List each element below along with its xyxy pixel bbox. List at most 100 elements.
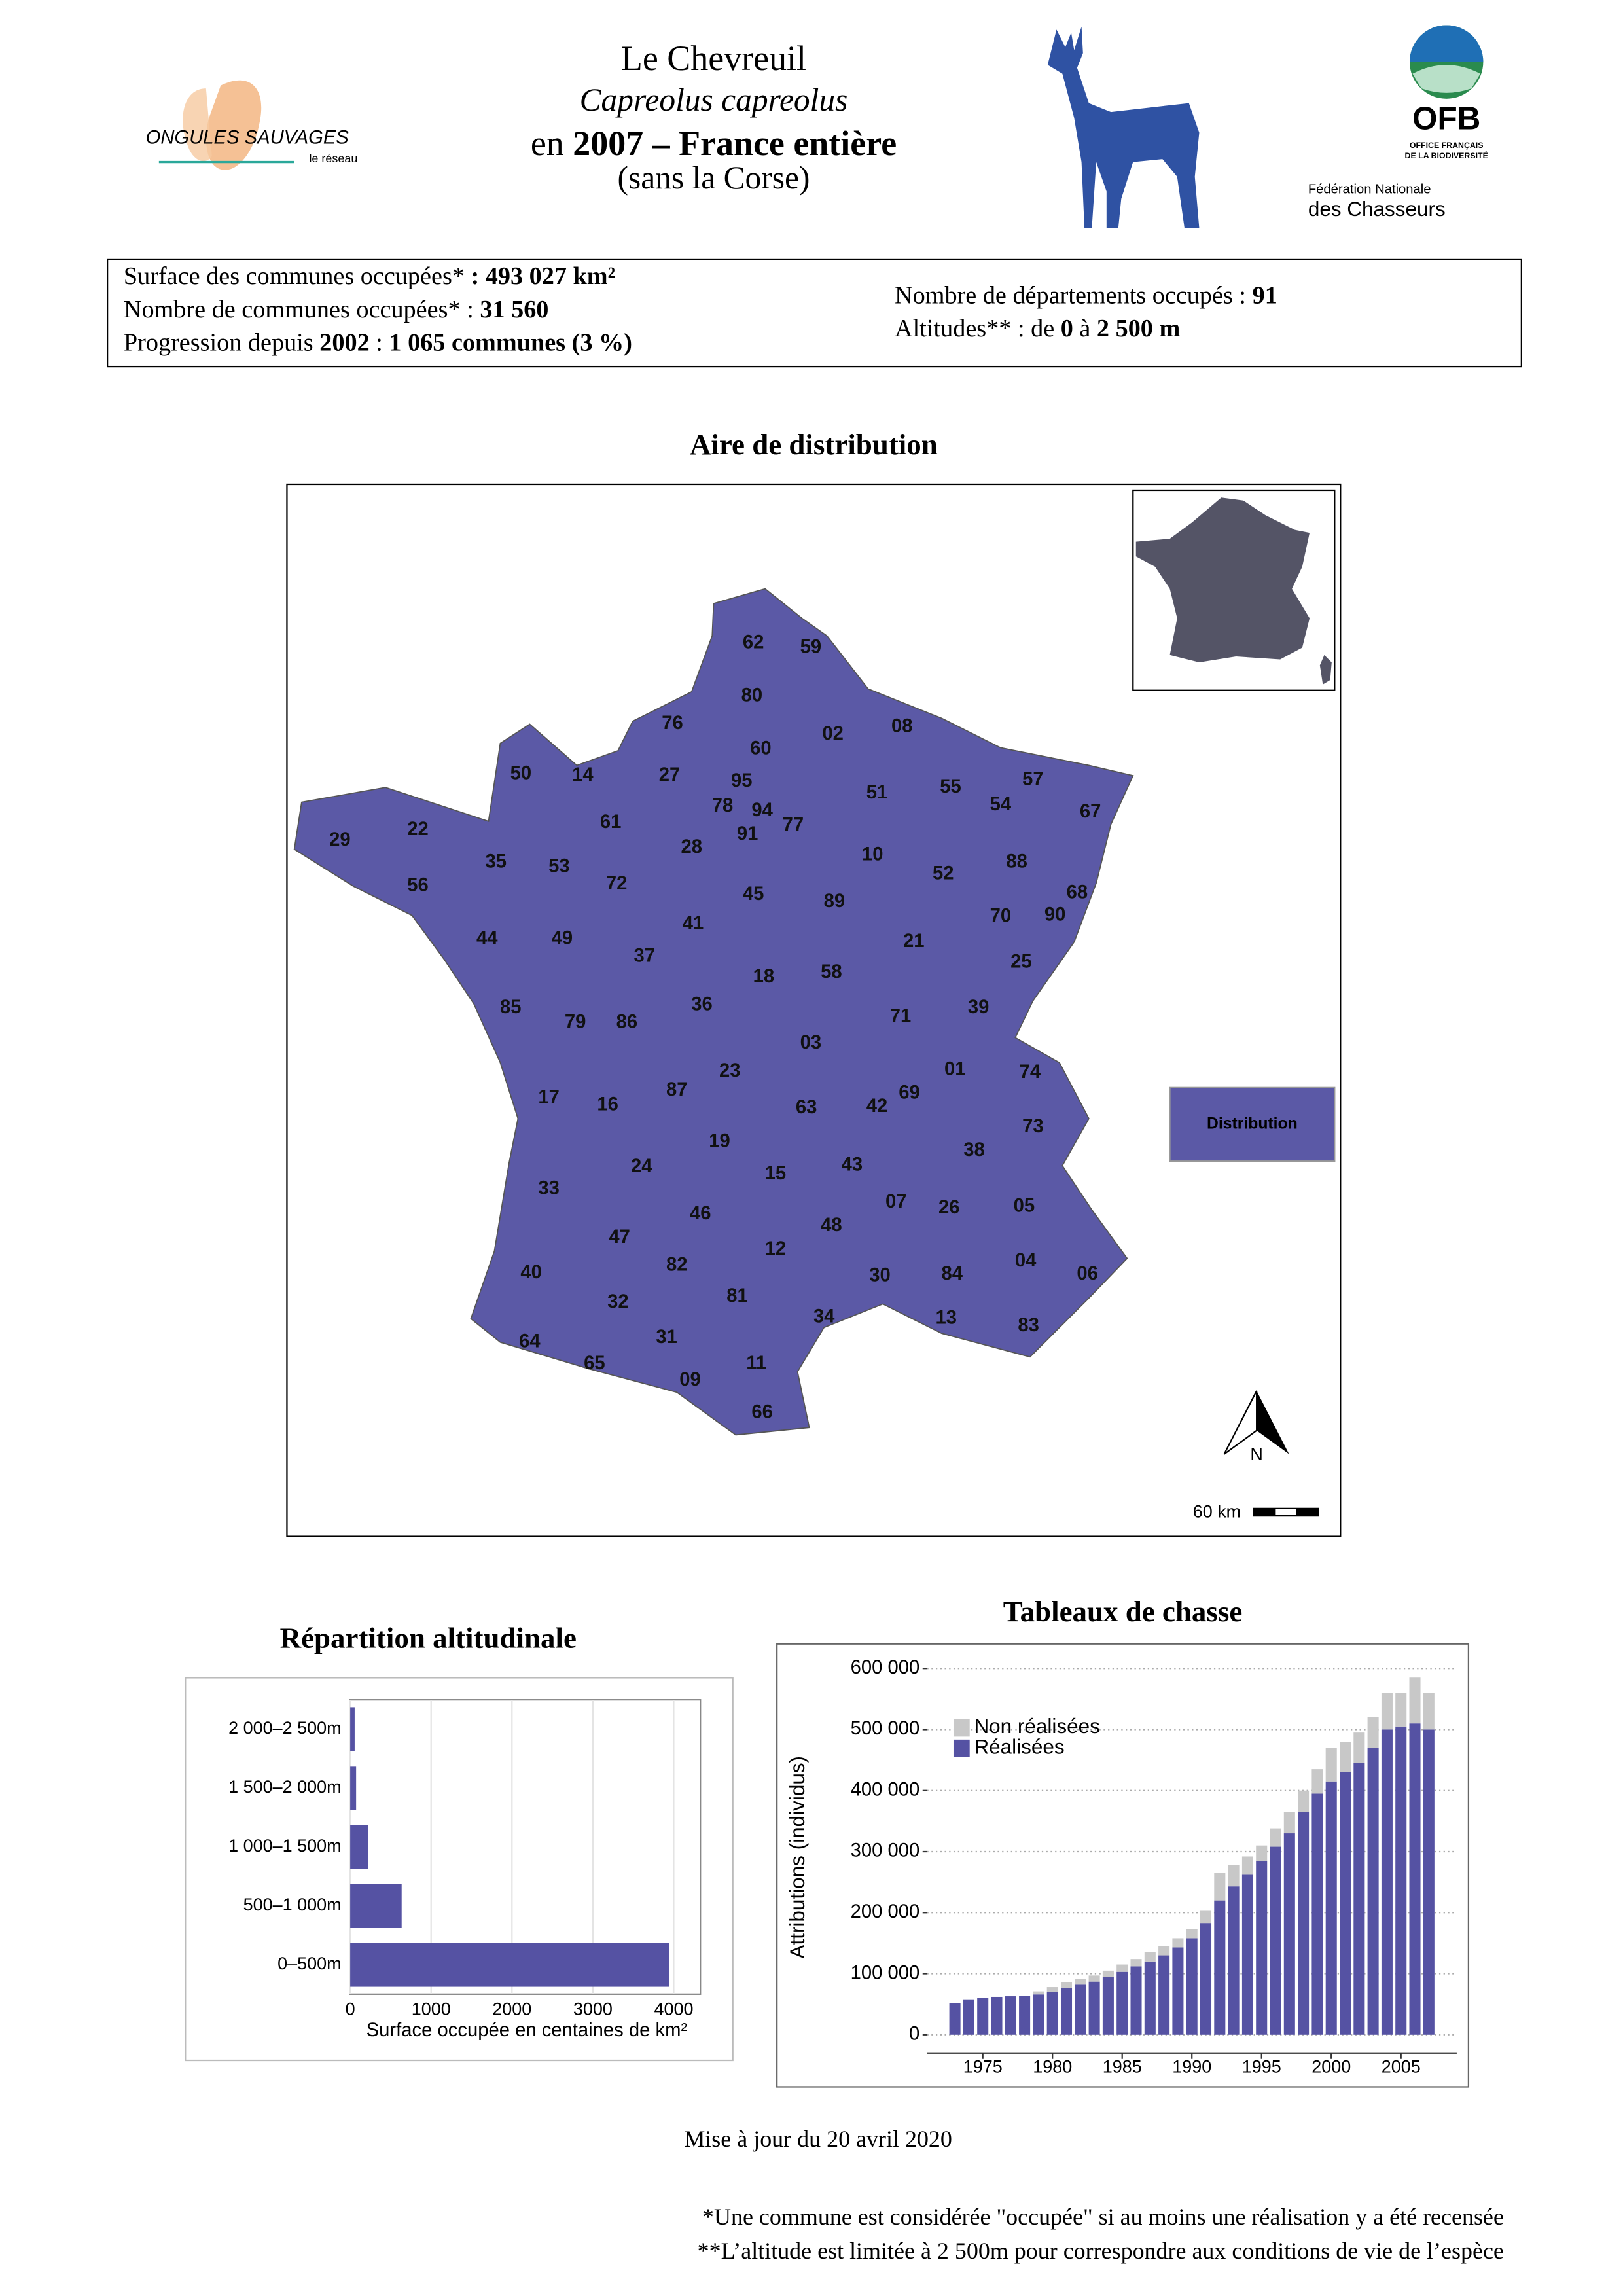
department-label: 94 xyxy=(751,800,773,821)
department-label: 12 xyxy=(765,1238,787,1259)
bar-segment xyxy=(1186,1929,1198,1939)
y-tick-label: 500 000 xyxy=(851,1718,920,1739)
legend-swatch xyxy=(953,1739,970,1757)
bar-segment xyxy=(1144,1952,1156,1962)
department-label: 23 xyxy=(719,1060,741,1081)
department-label: 56 xyxy=(407,875,429,896)
department-label: 95 xyxy=(731,770,753,791)
department-label: 25 xyxy=(1010,951,1032,972)
department-label: 61 xyxy=(600,812,622,833)
department-label: 42 xyxy=(866,1096,888,1117)
bar xyxy=(350,1707,355,1751)
x-tick-label: 0 xyxy=(346,2000,355,2019)
bar-segment xyxy=(1060,1988,1073,2035)
bar-segment xyxy=(1353,1763,1365,2035)
department-label: 41 xyxy=(683,913,704,934)
bar-segment xyxy=(1046,1987,1058,1992)
text-segment: 31 560 xyxy=(480,296,548,323)
text-segment: à xyxy=(1073,315,1097,342)
logo-text: OFB xyxy=(1412,101,1480,137)
department-label: 36 xyxy=(691,994,713,1015)
department-label: 50 xyxy=(510,763,532,784)
logo-text: des Chasseurs xyxy=(1308,198,1446,221)
department-label: 76 xyxy=(662,713,683,734)
department-label: 57 xyxy=(1022,769,1044,790)
department-label: 13 xyxy=(935,1308,957,1329)
department-label: 14 xyxy=(572,764,594,785)
bar-segment xyxy=(1270,1846,1281,2035)
bar-segment xyxy=(1172,1947,1184,2035)
department-label: 06 xyxy=(1077,1263,1098,1284)
bar-segment xyxy=(1158,1946,1170,1956)
y-tick-label: 1 500–2 000m xyxy=(228,1777,341,1797)
text-segment: 2 500 m xyxy=(1097,315,1181,342)
bar-segment xyxy=(1298,1790,1310,1812)
bar-segment xyxy=(1172,1938,1184,1948)
department-label: 19 xyxy=(709,1131,730,1152)
legend-swatch xyxy=(953,1719,970,1737)
y-tick-label: 0 xyxy=(909,2024,919,2045)
x-tick-label: 1000 xyxy=(412,2000,451,2019)
bar-segment xyxy=(1270,1828,1281,1847)
department-label: 02 xyxy=(822,723,844,744)
department-label: 31 xyxy=(656,1327,677,1348)
department-label: 24 xyxy=(631,1156,652,1177)
map-title: Aire de distribution xyxy=(690,428,938,461)
department-label: 87 xyxy=(666,1079,688,1100)
legend-label: Distribution xyxy=(1207,1115,1298,1133)
bar-segment xyxy=(1200,1923,1212,2035)
bar-segment xyxy=(1395,1693,1407,1727)
bar-segment xyxy=(949,2003,961,2035)
bar-segment xyxy=(1381,1729,1393,2035)
bar-segment xyxy=(1088,1981,1100,2035)
y-tick-label: 300 000 xyxy=(851,1840,920,1861)
department-label: 60 xyxy=(750,738,772,759)
department-label: 40 xyxy=(520,1262,542,1283)
department-label: 63 xyxy=(796,1097,817,1118)
inset-corsica xyxy=(1319,655,1332,685)
bar-segment xyxy=(1241,1856,1253,1875)
legend-box xyxy=(1169,1086,1336,1162)
bar-segment xyxy=(1381,1693,1393,1730)
species: Capreolus capreolus xyxy=(580,82,848,118)
department-label: 08 xyxy=(891,716,913,737)
department-label: 32 xyxy=(607,1291,629,1312)
y-tick-label: 0–500m xyxy=(277,1954,341,1973)
department-label: 29 xyxy=(329,829,351,850)
bar-segment xyxy=(1228,1865,1240,1887)
logo-shape xyxy=(1409,25,1484,62)
info-box xyxy=(107,258,1522,368)
department-label: 77 xyxy=(783,814,804,835)
department-label: 58 xyxy=(821,961,842,982)
department-label: 73 xyxy=(1022,1116,1044,1137)
bar-segment xyxy=(977,1998,989,2035)
bar-segment xyxy=(1283,1812,1295,1834)
info-line: Nombre de communes occupées* : 31 560 xyxy=(124,296,549,323)
text-segment: 0 xyxy=(1061,315,1073,342)
bar-segment xyxy=(1353,1732,1365,1763)
bar-segment xyxy=(1130,1959,1142,1967)
department-label: 26 xyxy=(938,1197,960,1218)
text-segment: 91 xyxy=(1253,281,1277,309)
inset-map xyxy=(1135,497,1310,663)
department-label: 03 xyxy=(800,1032,822,1053)
department-label: 54 xyxy=(990,794,1012,815)
logo-text: DE LA BIODIVERSITÉ xyxy=(1405,151,1488,160)
bar-segment xyxy=(1130,1966,1142,2035)
department-label: 81 xyxy=(726,1285,748,1306)
bar-segment xyxy=(1409,1677,1421,1724)
text-segment: Surface des communes occupées* xyxy=(124,262,471,290)
bar-segment xyxy=(1283,1833,1295,2035)
department-label: 04 xyxy=(1015,1250,1037,1271)
department-label: 65 xyxy=(584,1353,605,1374)
bar-segment xyxy=(1340,1742,1351,1772)
department-label: 33 xyxy=(538,1178,560,1199)
bar-segment xyxy=(1116,1964,1128,1972)
department-label: 72 xyxy=(606,873,628,894)
department-label: 53 xyxy=(548,855,570,876)
bar-segment xyxy=(1144,1961,1156,2035)
department-label: 16 xyxy=(597,1094,618,1115)
department-label: 88 xyxy=(1006,852,1027,872)
department-label: 01 xyxy=(944,1059,966,1080)
text-segment: en xyxy=(531,124,573,163)
